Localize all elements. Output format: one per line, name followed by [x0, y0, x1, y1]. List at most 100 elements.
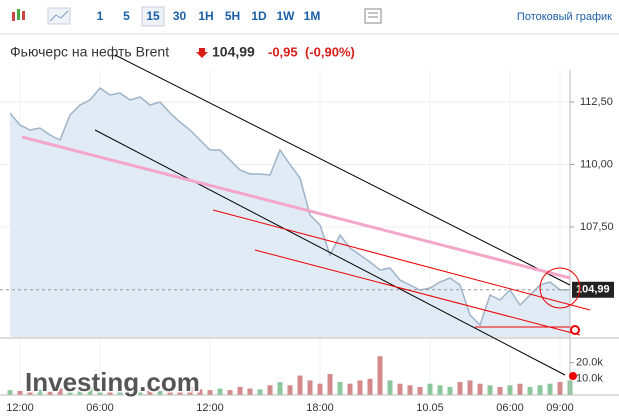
y2-tick-label: 20.0k	[576, 357, 603, 369]
volume-bar	[457, 382, 463, 395]
volume-bar	[157, 390, 163, 395]
interval-button[interactable]: 30	[173, 9, 187, 23]
price-line	[9, 86, 571, 327]
interval-button[interactable]: 15	[146, 9, 160, 23]
volume-bar	[377, 356, 383, 395]
volume-bar	[507, 385, 513, 395]
volume-bar	[357, 380, 363, 395]
marker	[570, 325, 580, 335]
instrument-title: Фьючерс на нефть Brent	[10, 44, 169, 60]
volume-bar	[167, 390, 173, 395]
volume-bar	[27, 391, 33, 395]
trend-line	[114, 54, 571, 286]
volume-bar	[467, 380, 473, 395]
volume-bar	[497, 386, 503, 395]
volume-bar	[97, 390, 103, 395]
volume-bar	[17, 390, 23, 395]
trend-line	[21, 135, 571, 280]
y-tick-label: 107,50	[580, 221, 614, 233]
stream-icon[interactable]	[364, 8, 382, 24]
volume-bar	[427, 383, 433, 395]
volume-bar	[337, 382, 343, 395]
x-tick-label: 06:00	[86, 402, 114, 414]
volume-bar	[487, 385, 493, 395]
volume-bar	[217, 388, 223, 395]
volume-bar	[247, 388, 253, 395]
price: 104,99	[212, 44, 255, 60]
volume-bar	[367, 378, 373, 395]
x-tick-label: 06:00	[496, 402, 524, 414]
x-tick-label: 09:00	[546, 402, 574, 414]
trend-line	[94, 129, 566, 376]
change-percent: (-0,90%)	[305, 44, 355, 59]
volume-bar	[177, 388, 183, 395]
x-tick-label: 12:00	[6, 402, 34, 414]
x-tick-label: 12:00	[196, 402, 224, 414]
volume-bar	[227, 390, 233, 395]
volume-bar	[197, 389, 203, 395]
volume-bar	[87, 386, 93, 395]
area-icon[interactable]	[47, 7, 71, 25]
interval-button[interactable]: 1	[97, 9, 104, 23]
volume-bar	[137, 391, 143, 395]
volume-bar	[537, 385, 543, 395]
trend-line	[254, 249, 581, 336]
volume-bar	[257, 389, 263, 395]
area-icon-line	[49, 10, 69, 22]
toolbar	[0, 0, 619, 34]
volume-bar	[277, 382, 283, 395]
interval-button[interactable]: 1M	[304, 9, 321, 23]
marker	[569, 372, 577, 380]
volume-bar	[147, 390, 153, 395]
x-tick-label: 10.05	[416, 402, 444, 414]
y-tick-label: 112,50	[580, 96, 613, 108]
volume-bar	[57, 388, 63, 395]
volume-bar	[477, 383, 483, 395]
volume-bar	[37, 389, 43, 395]
volume-bar	[47, 391, 53, 395]
stream-label[interactable]: Потоковый график	[517, 11, 612, 23]
volume-bar	[237, 386, 243, 395]
volume-bar	[407, 385, 413, 395]
volume-bar	[417, 386, 423, 395]
volume-bar	[557, 382, 563, 395]
volume-bar	[347, 383, 353, 395]
volume-bar	[127, 390, 133, 395]
volume-bar	[287, 385, 293, 395]
interval-button[interactable]: 1H	[198, 9, 213, 23]
volume-bar	[527, 386, 533, 395]
highlight-circle	[539, 267, 581, 309]
change: -0,95	[268, 44, 298, 59]
volume-bar	[387, 380, 393, 395]
interval-button[interactable]: 5	[123, 9, 130, 23]
price-area	[10, 88, 570, 337]
plot: 112,50 110,00 107,50 12:00 06:00 12:00 18:00 10…	[0, 70, 619, 414]
volume-bar	[67, 390, 73, 395]
volume-bar	[297, 375, 303, 395]
volume-bar	[437, 385, 443, 395]
volume-bar	[187, 386, 193, 395]
y2-tick-label: 10.0k	[576, 373, 603, 385]
logo: Investing.com	[25, 367, 200, 397]
interval-button[interactable]: 5H	[225, 9, 240, 23]
drawings	[21, 54, 591, 380]
trend-line	[212, 209, 591, 311]
current-price-label: 104,99	[576, 284, 610, 296]
volume-bar	[327, 373, 333, 395]
interval-button[interactable]: 1D	[251, 9, 267, 23]
volume-bar	[117, 390, 123, 395]
volume-bar	[267, 385, 273, 395]
volume-bar	[397, 383, 403, 395]
candle-icon[interactable]	[12, 9, 25, 21]
down-arrow	[196, 48, 208, 58]
volume-bar	[317, 383, 323, 395]
volume-bar	[207, 390, 213, 395]
y-tick-label: 110,00	[580, 158, 613, 170]
x-tick-label: 18:00	[306, 402, 334, 414]
volume-bar	[307, 380, 313, 395]
volume-bar	[547, 383, 553, 395]
volume-bar	[447, 386, 453, 395]
volume-bar	[77, 390, 83, 395]
interval-button[interactable]: 1W	[277, 9, 296, 23]
